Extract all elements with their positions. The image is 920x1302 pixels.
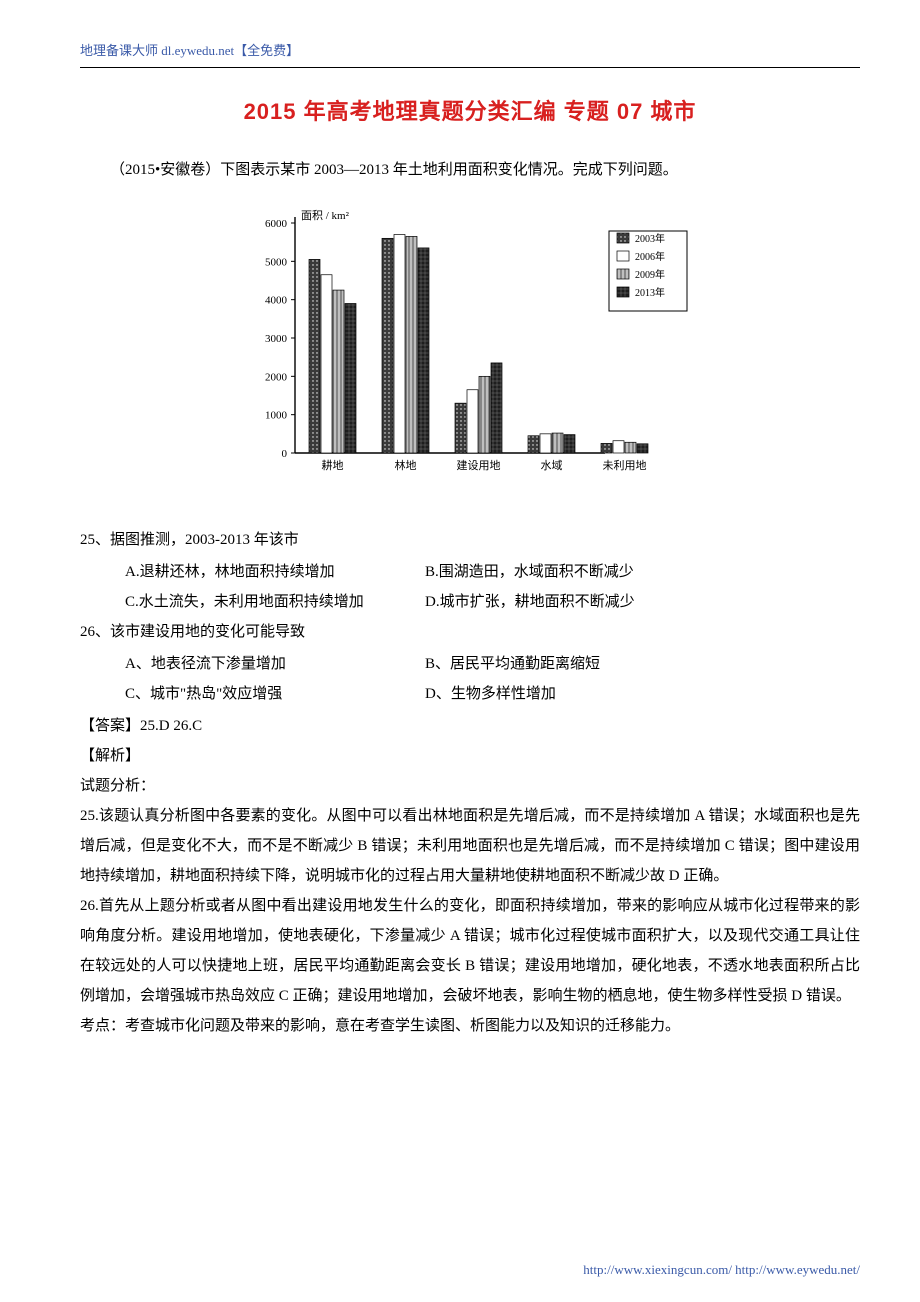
svg-text:5000: 5000: [265, 256, 288, 268]
answer-line: 【答案】25.D 26.C: [80, 711, 860, 741]
q26-num: 26、: [80, 624, 110, 640]
q25-stem: 据图推测，2003-2013 年该市: [110, 532, 299, 548]
q26-option-d: D、生物多样性增加: [425, 679, 725, 709]
explanation-26: 26.首先从上题分析或者从图中看出建设用地发生什么的变化，即面积持续增加，带来的…: [80, 891, 860, 1011]
svg-text:耕地: 耕地: [322, 458, 344, 472]
q25-option-d: D.城市扩张，耕地面积不断减少: [425, 587, 725, 617]
q25-option-a: A.退耕还林，林地面积持续增加: [125, 557, 425, 587]
header-site-link: 地理备课大师 dl.eywedu.net【全免费】: [80, 40, 860, 59]
q26-options-row-2: C、城市"热岛"效应增强 D、生物多样性增加: [80, 679, 860, 709]
q26-option-a: A、地表径流下渗量增加: [125, 649, 425, 679]
bar-chart: 面积 / km² 0 1000 2000 3000 4000 5000 6000 耕地 林地 建设用…: [235, 203, 705, 503]
svg-text:2006年: 2006年: [635, 250, 665, 263]
svg-text:2009年: 2009年: [635, 268, 665, 281]
shiti-heading: 试题分析：: [80, 771, 860, 801]
svg-text:4000: 4000: [265, 294, 288, 306]
q25-option-c: C.水土流失，未利用地面积持续增加: [125, 587, 425, 617]
q25-num: 25、: [80, 532, 110, 548]
q25-option-b: B.围湖造田，水域面积不断减少: [425, 557, 725, 587]
svg-text:2003年: 2003年: [635, 232, 665, 245]
svg-text:2000: 2000: [265, 371, 288, 383]
q25-options-row-2: C.水土流失，未利用地面积持续增加 D.城市扩张，耕地面积不断减少: [80, 587, 860, 617]
header-rule: [80, 67, 860, 68]
jiexi-heading: 【解析】: [80, 741, 860, 771]
svg-text:面积 / km²: 面积 / km²: [301, 209, 350, 222]
svg-text:0: 0: [282, 448, 288, 460]
q25-options-row-1: A.退耕还林，林地面积持续增加 B.围湖造田，水域面积不断减少: [80, 557, 860, 587]
svg-text:2013年: 2013年: [635, 286, 665, 299]
chart-container: 面积 / km² 0 1000 2000 3000 4000 5000 6000 耕地 林地 建设用…: [80, 203, 860, 503]
svg-text:建设用地: 建设用地: [457, 458, 501, 472]
q26-options-row-1: A、地表径流下渗量增加 B、居民平均通勤距离缩短: [80, 649, 860, 679]
question-26: 26、该市建设用地的变化可能导致: [80, 617, 860, 647]
explanation-25: 25.该题认真分析图中各要素的变化。从图中可以看出林地面积是先增后减，而不是持续…: [80, 801, 860, 891]
q26-option-c: C、城市"热岛"效应增强: [125, 679, 425, 709]
kaodian-text: 考点：考查城市化问题及带来的影响，意在考查学生读图、析图能力以及知识的迁移能力。: [80, 1011, 860, 1041]
svg-text:3000: 3000: [265, 333, 288, 345]
svg-text:林地: 林地: [395, 458, 417, 472]
svg-text:6000: 6000: [265, 218, 288, 230]
footer-links: http://www.xiexingcun.com/ http://www.ey…: [583, 1262, 860, 1278]
svg-text:1000: 1000: [265, 409, 288, 421]
q26-option-b: B、居民平均通勤距离缩短: [425, 649, 725, 679]
svg-text:未利用地: 未利用地: [603, 459, 647, 472]
q26-stem: 该市建设用地的变化可能导致: [110, 624, 305, 640]
intro-text: （2015•安徽卷）下图表示某市 2003—2013 年土地利用面积变化情况。完…: [80, 156, 860, 185]
question-25: 25、据图推测，2003-2013 年该市: [80, 525, 860, 555]
page-title: 2015 年高考地理真题分类汇编 专题 07 城市: [80, 94, 860, 126]
svg-text:水域: 水域: [541, 459, 563, 472]
